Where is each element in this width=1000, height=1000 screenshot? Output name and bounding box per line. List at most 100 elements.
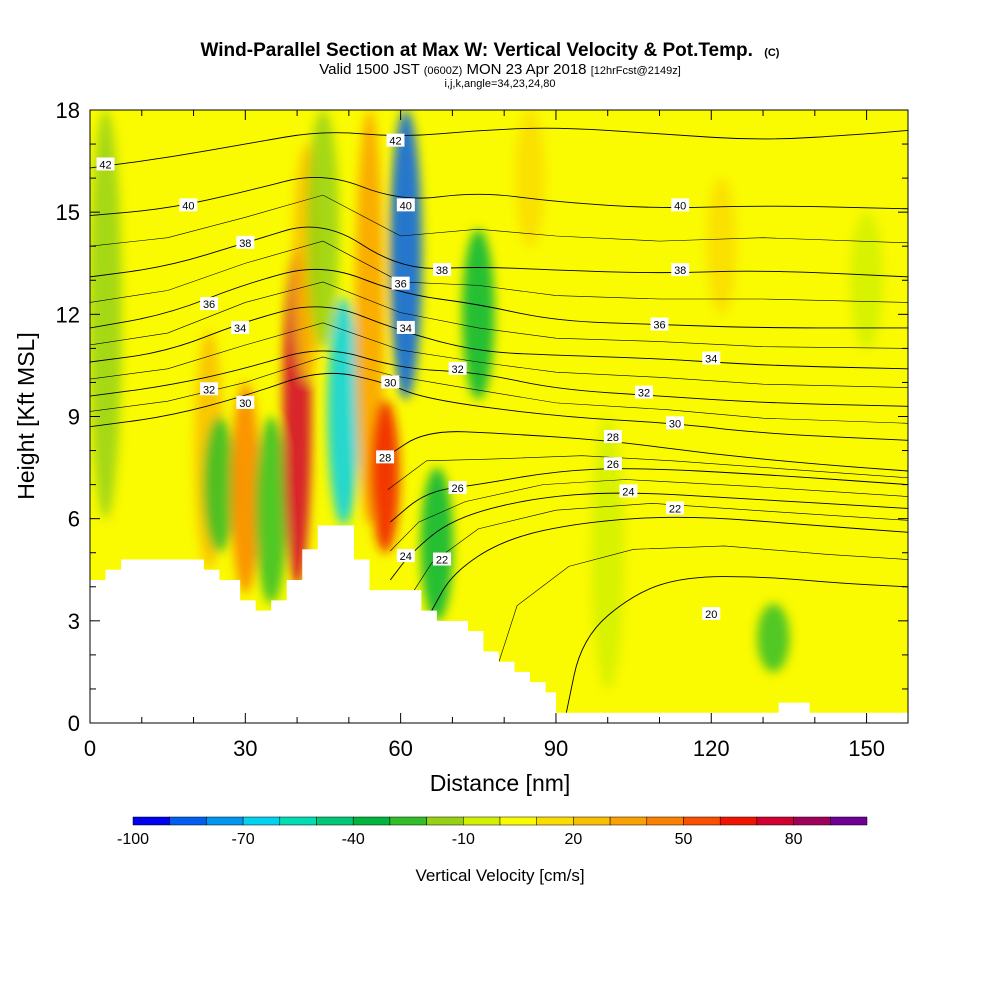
colorbar-tick-label: 50	[675, 831, 693, 848]
velocity-cell	[230, 382, 260, 594]
potential-temperature-contours	[90, 127, 908, 713]
grid-indices: i,j,k,angle=34,23,24,80	[444, 78, 555, 90]
theta-contour-minor	[90, 322, 908, 388]
svg-text:40: 40	[400, 200, 412, 212]
velocity-cell	[255, 416, 288, 604]
svg-text:30: 30	[239, 398, 251, 410]
contour-label: 30	[236, 395, 255, 410]
x-tick-label: 0	[84, 736, 96, 761]
svg-text:36: 36	[395, 279, 407, 291]
colorbar-tick-label: -40	[342, 831, 365, 848]
theta-contour-42	[90, 127, 908, 169]
colorbar-bin	[646, 816, 684, 826]
contour-label: 22	[433, 552, 452, 567]
svg-text:38: 38	[674, 265, 686, 277]
y-tick-label: 18	[56, 98, 80, 123]
svg-text:28: 28	[379, 452, 391, 464]
contour-label: 32	[634, 385, 653, 400]
chart-header: Wind-Parallel Section at Max W: Vertical…	[201, 40, 780, 90]
forecast-info: [12hrFcst@2149z]	[591, 65, 681, 77]
contour-label: 24	[396, 549, 415, 563]
velocity-cell	[462, 229, 495, 400]
svg-text:30: 30	[669, 418, 681, 430]
terrain-mask	[90, 525, 908, 723]
y-tick-label: 9	[68, 405, 80, 430]
svg-text:42: 42	[389, 136, 401, 148]
contour-label: 40	[671, 198, 690, 212]
colorbar-bin	[316, 816, 354, 826]
theta-contour-minor	[387, 455, 908, 490]
y-tick-label: 15	[56, 200, 80, 225]
contour-label: 42	[386, 133, 405, 148]
svg-text:22: 22	[436, 555, 448, 567]
contour-label: 26	[448, 481, 467, 495]
colorbar-bin	[683, 816, 721, 826]
theta-contour-28	[384, 431, 908, 472]
contour-label: 40	[179, 198, 198, 212]
svg-text:22: 22	[669, 503, 681, 515]
y-tick-label: 6	[68, 507, 80, 532]
velocity-cell	[707, 178, 737, 315]
contour-label: 30	[381, 375, 400, 389]
svg-text:26: 26	[451, 483, 463, 495]
svg-text:28: 28	[607, 432, 619, 444]
theta-contour-minor	[410, 503, 908, 596]
chart-title: Wind-Parallel Section at Max W: Vertical…	[201, 40, 753, 61]
velocity-cell	[420, 467, 454, 621]
valid-utc: (0600Z)	[424, 65, 463, 77]
colorbar-bin	[609, 816, 648, 826]
theta-contour-26	[389, 468, 908, 523]
colorbar-tick-label: 80	[785, 831, 803, 848]
x-axis-label: Distance [nm]	[430, 770, 571, 796]
y-tick-label: 12	[56, 302, 80, 327]
x-tick-label: 150	[848, 736, 885, 761]
y-axis-label: Height [Kft MSL]	[13, 332, 39, 499]
x-tick-label: 60	[388, 736, 412, 761]
contour-label: 34	[396, 320, 415, 335]
contour-label: 38	[433, 263, 452, 277]
contour-label: 20	[702, 607, 721, 621]
theta-contour-20	[565, 576, 908, 713]
theta-contour-minor	[390, 479, 908, 552]
theta-contour-minor	[90, 281, 908, 349]
theta-contour-24	[389, 492, 908, 581]
theta-contour-minor	[498, 545, 908, 662]
valid-date: MON 23 Apr 2018	[466, 61, 586, 78]
svg-text:40: 40	[674, 200, 686, 212]
y-tick-label: 3	[68, 609, 80, 634]
contour-label: 42	[96, 157, 115, 171]
contour-label: 30	[666, 416, 685, 430]
velocity-cell	[591, 416, 624, 689]
contour-label: 38	[236, 235, 255, 250]
svg-text:Valid 1500 JST (0600Z): Valid 1500 JST (0600Z) MON 23 Apr 2018 […	[319, 61, 681, 78]
colorbar-tick-label: -70	[232, 831, 255, 848]
svg-text:36: 36	[203, 299, 215, 311]
colorbar-bin	[573, 816, 611, 826]
svg-text:38: 38	[239, 238, 251, 250]
svg-text:32: 32	[203, 384, 215, 396]
colorbar-bin	[499, 816, 537, 826]
svg-text:32: 32	[638, 388, 650, 400]
contour-label: 36	[391, 276, 410, 291]
y-tick-label: 0	[68, 711, 80, 736]
colorbar-bin	[132, 816, 170, 826]
colorbar-bin	[719, 816, 758, 826]
x-tick-label: 30	[233, 736, 257, 761]
valid-time: Valid 1500 JST	[319, 61, 419, 78]
contour-label: 28	[603, 429, 622, 444]
svg-text:30: 30	[384, 377, 396, 389]
copyright-mark: (C)	[764, 47, 780, 59]
velocity-cell	[370, 399, 400, 553]
colorbar-bin	[536, 816, 574, 826]
contour-label: 32	[200, 382, 219, 396]
colorbar-label: Vertical Velocity [cm/s]	[415, 866, 584, 885]
theta-contour-34	[90, 306, 908, 370]
velocity-cell	[203, 416, 236, 553]
theta-contour-36	[90, 268, 908, 329]
theta-contour-minor	[90, 240, 908, 303]
theta-contour-30	[90, 372, 908, 441]
contour-label: 22	[666, 501, 685, 515]
colorbar: -100 -70 -40 -10 20 50 80	[117, 816, 868, 848]
